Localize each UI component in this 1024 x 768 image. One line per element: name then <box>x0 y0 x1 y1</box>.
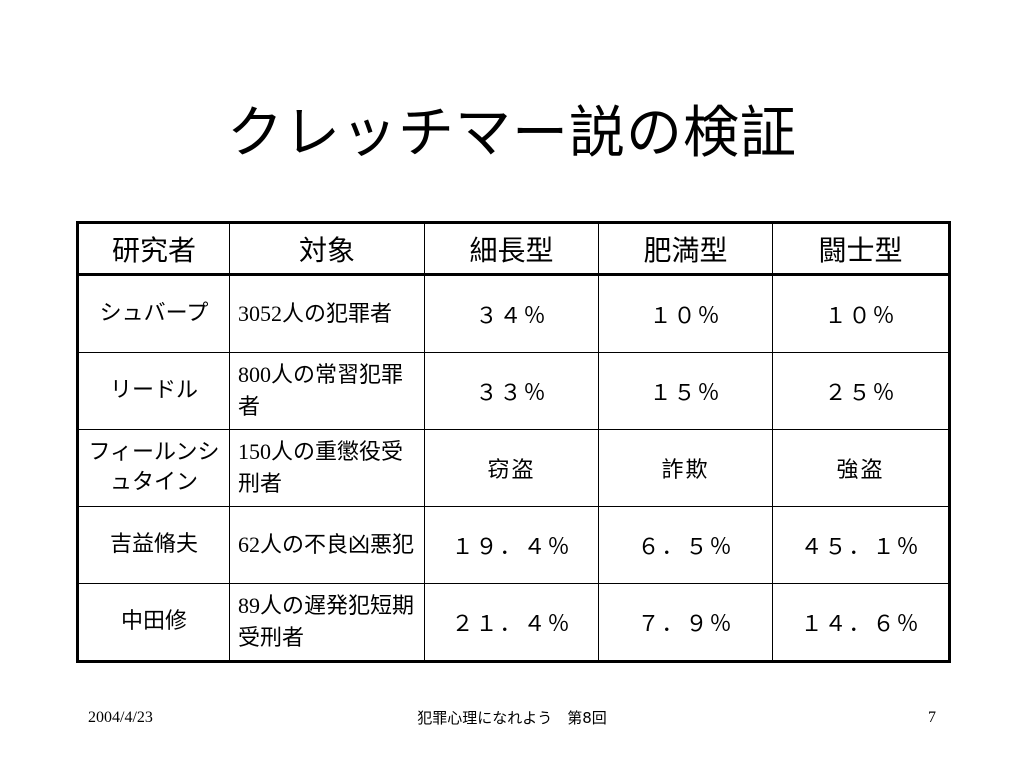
researcher-cell: フィールンシュタイン <box>77 429 230 507</box>
subject-count: 150 <box>238 438 271 464</box>
subject-cell: 62人の不良凶悪犯 <box>229 506 425 584</box>
footer-lecture-title: 犯罪心理になれよう 第8回 <box>417 709 607 727</box>
table-header-row: 研究者 対象 細長型 肥満型 闘士型 <box>77 222 950 276</box>
athletic-value: １４．６％ <box>772 583 950 662</box>
table-row: 吉益脩夫 62人の不良凶悪犯 １９．４％ ６．５％ ４５．１％ <box>77 506 950 584</box>
header-obese-type: 肥満型 <box>598 222 773 276</box>
subject-count: 62 <box>238 531 260 557</box>
obese-value: ７．９％ <box>598 583 773 662</box>
athletic-value: 強盗 <box>772 429 950 507</box>
athletic-value: ２５％ <box>772 352 950 430</box>
subject-count: 3052 <box>238 300 282 326</box>
subject-cell: 3052人の犯罪者 <box>229 274 425 353</box>
slide-title: クレッチマー説の検証 <box>227 101 797 166</box>
subject-description: 人の犯罪者 <box>282 301 393 327</box>
research-table: 研究者 対象 細長型 肥満型 闘士型 シュバープ 3052人の犯罪者 ３４％ １… <box>76 221 951 663</box>
header-slender-type: 細長型 <box>424 222 599 276</box>
slender-value: ３４％ <box>424 274 599 353</box>
header-athletic-type: 闘士型 <box>772 222 950 276</box>
researcher-cell: シュバープ <box>77 274 230 353</box>
table-row: 中田修 89人の遅発犯短期受刑者 ２１．４％ ７．９％ １４．６％ <box>77 583 950 662</box>
slender-value: ３３％ <box>424 352 599 430</box>
slender-value: 窃盗 <box>424 429 599 507</box>
athletic-value: ４５．１％ <box>772 506 950 584</box>
obese-value: １５％ <box>598 352 773 430</box>
footer-page-number: 7 <box>928 709 936 726</box>
researcher-cell: 中田修 <box>77 583 230 662</box>
subject-cell: 800人の常習犯罪者 <box>229 352 425 430</box>
subject-count: 89 <box>238 592 260 618</box>
obese-value: ６．５％ <box>598 506 773 584</box>
table-row: リードル 800人の常習犯罪者 ３３％ １５％ ２５％ <box>77 352 950 430</box>
header-researcher: 研究者 <box>77 222 230 276</box>
subject-cell: 89人の遅発犯短期受刑者 <box>229 583 425 662</box>
obese-value: １０％ <box>598 274 773 353</box>
subject-description: 人の重懲役受刑者 <box>238 439 404 497</box>
subject-cell: 150人の重懲役受刑者 <box>229 429 425 507</box>
header-subject: 対象 <box>229 222 425 276</box>
researcher-cell: リードル <box>77 352 230 430</box>
footer-date: 2004/4/23 <box>88 709 153 726</box>
subject-description: 人の遅発犯短期受刑者 <box>238 593 415 651</box>
subject-description: 人の常習犯罪者 <box>238 362 404 420</box>
athletic-value: １０％ <box>772 274 950 353</box>
table-row: シュバープ 3052人の犯罪者 ３４％ １０％ １０％ <box>77 274 950 353</box>
subject-description: 人の不良凶悪犯 <box>260 532 415 558</box>
table-row: フィールンシュタイン 150人の重懲役受刑者 窃盗 詐欺 強盗 <box>77 429 950 507</box>
researcher-cell: 吉益脩夫 <box>77 506 230 584</box>
slender-value: ２１．４％ <box>424 583 599 662</box>
obese-value: 詐欺 <box>598 429 773 507</box>
slender-value: １９．４％ <box>424 506 599 584</box>
subject-count: 800 <box>238 361 271 387</box>
